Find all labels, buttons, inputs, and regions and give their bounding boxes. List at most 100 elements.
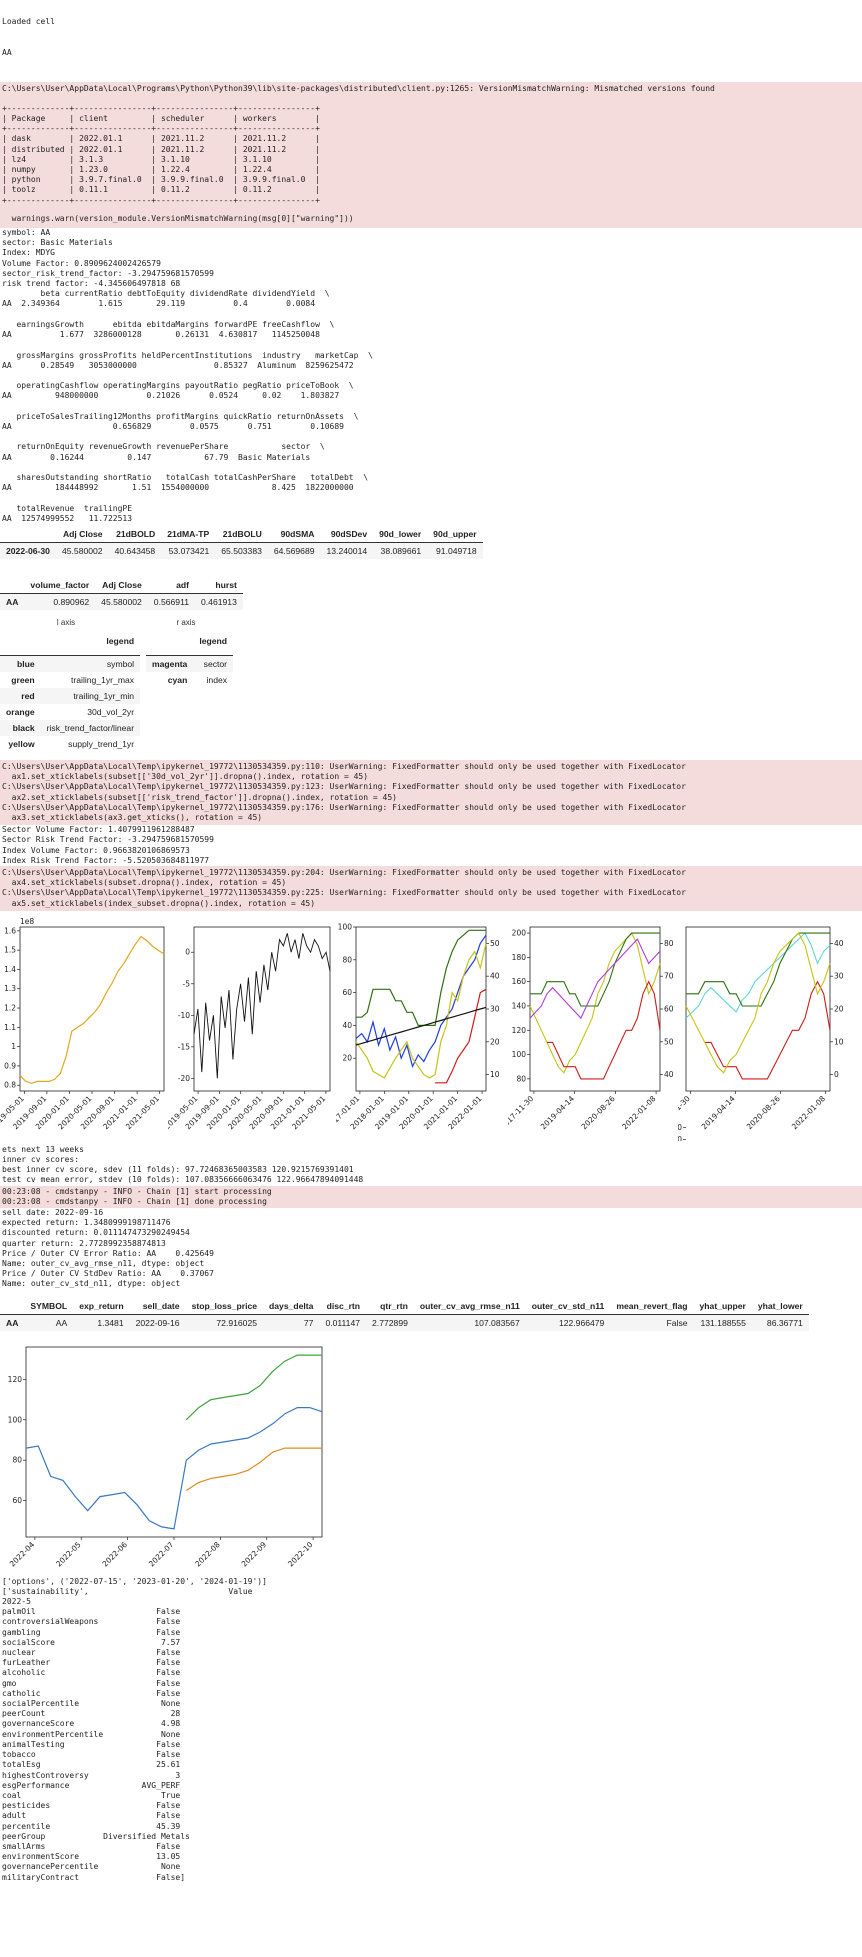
y-tick-label: 0.8	[4, 1081, 16, 1090]
series-line	[193, 932, 331, 1079]
plot-frame	[685, 926, 831, 1092]
y-tick-label: 20	[342, 1053, 352, 1062]
forecast-header: stop_loss_price	[185, 1297, 264, 1315]
y-tick-label: 40	[678, 1123, 682, 1132]
forecast-cell: 86.36771	[766, 1317, 803, 1328]
legend-row: black risk_trend_factor/linear	[0, 719, 141, 736]
prices-header: 21dMA-TP	[161, 525, 216, 543]
x-tick-label: 2022-10	[286, 1540, 315, 1569]
prices-cell: 53.073421	[168, 545, 210, 556]
forecast-table: SYMBOL exp_return sell_date stop_loss_price…	[0, 1297, 809, 1331]
forecast-cell: 107.083567	[474, 1317, 520, 1328]
forecast-header: disc_rtn	[319, 1297, 367, 1315]
formatter-warning-2: C:\Users\User\AppData\Local\Temp\ipykern…	[0, 865, 862, 911]
y2-tick-label: 30	[490, 1004, 500, 1013]
factors-table: volume_factor Adj Close adf hurst AA 0.89096…	[0, 576, 243, 610]
legend-l-color: green	[11, 674, 35, 685]
chart-sector: 80 100 120 140 160 180 200 40 50 60 70 80 2017-11-30…	[508, 926, 674, 1131]
x-tick-label: 2022-08	[193, 1540, 222, 1569]
chart-forecast: 60 80 100 120 2022-04 2022-05 2022-06 2022-07 20…	[8, 1346, 323, 1569]
cv-output: ets next 13 weeks inner cv scores: best …	[2, 1144, 364, 1185]
y2-tick-label: 70	[664, 971, 674, 980]
factors-cell: 45.580002	[101, 596, 142, 607]
series-line	[685, 931, 831, 1074]
y2-tick-label: 10	[490, 1070, 500, 1079]
y-tick-label: 40	[342, 1021, 352, 1030]
forecast-header: outer_cv_std_n11	[525, 1297, 611, 1315]
x-tick-label: 2022-01-08	[620, 1094, 657, 1131]
y-tick-label: -20	[178, 1074, 190, 1083]
y-tick-label: 1.3	[4, 984, 16, 993]
y-tick-label: -5	[183, 979, 191, 988]
y2-tick-label: 20	[834, 1004, 844, 1013]
x-tick-label: 2022-09	[240, 1540, 269, 1569]
forecast-output: sell date: 2022-09-16 expected return: 1…	[2, 1208, 214, 1289]
plot-frame	[529, 926, 661, 1092]
offset-label: 1e8	[20, 917, 34, 926]
legend-row: magenta sector	[146, 655, 234, 672]
y-tick-label: 120	[512, 1026, 527, 1035]
y2-tick-label: 20	[490, 1037, 500, 1046]
y-tick-label: 1	[11, 1042, 16, 1051]
forecast-header: mean_revert_flag	[610, 1297, 694, 1315]
x-tick-label: 2022-05	[54, 1540, 83, 1569]
legend-l-series: risk_trend_factor/linear	[46, 722, 135, 733]
forecast-cell: 122.966479	[558, 1317, 605, 1328]
forecast-header: qtr_rtn	[366, 1297, 414, 1315]
factors-cell: 0.890962	[53, 596, 90, 607]
forecast-cell: 0.011147	[325, 1317, 361, 1328]
prices-header: 90dSDev	[320, 525, 374, 543]
y2-tick-label: 80	[664, 939, 674, 948]
prices-cell: 40.643458	[114, 545, 156, 556]
table-row: 2022-06-30 45.580002 40.643458 53.073421 65.…	[0, 542, 483, 559]
y-tick-label: 100	[512, 1050, 527, 1059]
y-tick-label: 160	[512, 977, 527, 986]
forecast-header: yhat_lower	[751, 1297, 809, 1315]
prices-cell: 2022-06-30	[6, 545, 50, 556]
formatter-warning-1: C:\Users\User\AppData\Local\Temp\ipykern…	[0, 759, 862, 826]
forecast-header: yhat_upper	[693, 1297, 752, 1315]
legend-row: blue symbol	[0, 655, 141, 672]
forecast-header: exp_return	[73, 1297, 130, 1315]
forecast-cell: False	[666, 1317, 688, 1328]
chart-index: 0102030400102030402017-11-302019-04-1420…	[678, 926, 844, 1141]
forecast-cell: 2022-09-16	[135, 1317, 180, 1328]
prices-cell: 65.503383	[221, 545, 262, 556]
legend-l-series: symbol	[106, 658, 135, 669]
x-tick-label: 2022-01-08	[790, 1094, 827, 1131]
prices-cell: 64.569689	[273, 545, 315, 556]
series-line	[685, 931, 831, 1019]
factors-header: adf	[147, 576, 196, 594]
forecast-header: SYMBOL	[24, 1297, 74, 1315]
forecast-cell: 2.772899	[372, 1317, 408, 1328]
esg-output: ['options', ('2022-07-15', '2023-01-20',…	[2, 1576, 267, 1882]
legend-l-color: orange	[6, 706, 35, 717]
x-tick-label: 2017-11-30	[508, 1094, 535, 1131]
prices-cell: 38.089661	[380, 545, 422, 556]
legend-l-series: supply_trend_1yr	[68, 738, 135, 749]
forecast-cell: 131.188555	[700, 1317, 746, 1328]
legend-l-color: black	[12, 722, 35, 733]
legend-l-series: trailing_1yr_min	[73, 690, 135, 701]
chart-risk-trend: 0-5-10-15-202019-05-012019-09-012020-01-…	[168, 926, 331, 1131]
series-line	[435, 988, 487, 1084]
legend-l-color: red	[21, 690, 35, 701]
prices-cell: 45.580002	[61, 545, 103, 556]
prices-header: 21dBOLD	[108, 525, 162, 543]
y2-tick-label: 40	[834, 939, 844, 948]
loaded-line: Loaded cell	[2, 17, 55, 27]
plot-frame	[355, 926, 487, 1092]
series-line	[686, 932, 830, 1007]
series-line	[185, 1354, 322, 1420]
y-tick-label: 100	[338, 922, 353, 931]
forecast-header: days_delta	[263, 1297, 320, 1315]
cmdstanpy-info: 00:23:08 - cmdstanpy - INFO - Chain [1] …	[0, 1185, 862, 1209]
forecast-header: outer_cv_avg_rmse_n11	[413, 1297, 526, 1315]
series-line	[25, 1406, 323, 1530]
y-tick-label: 200	[512, 928, 527, 937]
chart-row: 0.8 0.9 1 1.1 1.2 1.3 1.4 1.5 1.6 1e8 2019-05-01 20…	[0, 915, 862, 1145]
legend-l-series: 30d_vol_2yr	[87, 706, 135, 717]
legend-r-series: index	[206, 674, 228, 685]
y2-tick-label: 40	[490, 971, 500, 980]
version-warning-table: +-------------+----------------+--------…	[2, 103, 320, 205]
